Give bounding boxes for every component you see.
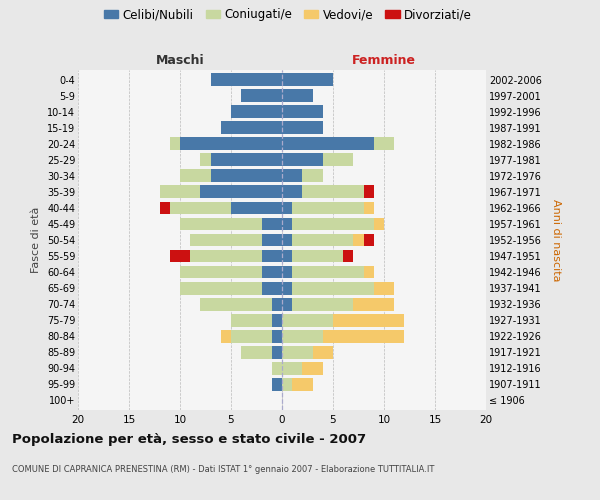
Bar	[364, 202, 374, 214]
Bar	[333, 314, 404, 326]
Bar	[282, 378, 292, 391]
Bar	[272, 346, 282, 358]
Bar	[282, 154, 323, 166]
Bar	[292, 266, 364, 278]
Bar	[211, 73, 282, 86]
Bar	[231, 314, 272, 326]
Bar	[170, 250, 190, 262]
Bar	[353, 298, 394, 310]
Bar	[323, 154, 353, 166]
Bar	[374, 282, 394, 294]
Bar	[200, 298, 272, 310]
Legend: Celibi/Nubili, Coniugati/e, Vedovi/e, Divorziati/e: Celibi/Nubili, Coniugati/e, Vedovi/e, Di…	[104, 8, 472, 22]
Bar	[282, 122, 323, 134]
Bar	[231, 106, 282, 118]
Bar	[282, 89, 313, 102]
Bar	[262, 266, 282, 278]
Bar	[282, 330, 323, 342]
Bar	[190, 234, 262, 246]
Bar	[262, 218, 282, 230]
Bar	[180, 170, 211, 182]
Bar	[323, 330, 404, 342]
Y-axis label: Fasce di età: Fasce di età	[31, 207, 41, 273]
Bar	[282, 234, 292, 246]
Text: Maschi: Maschi	[155, 54, 205, 67]
Bar	[241, 89, 282, 102]
Bar	[282, 170, 302, 182]
Bar	[282, 73, 333, 86]
Bar	[190, 250, 262, 262]
Text: Popolazione per età, sesso e stato civile - 2007: Popolazione per età, sesso e stato civil…	[12, 432, 366, 446]
Bar	[313, 346, 333, 358]
Bar	[272, 330, 282, 342]
Y-axis label: Anni di nascita: Anni di nascita	[551, 198, 561, 281]
Bar	[374, 138, 394, 150]
Text: Femmine: Femmine	[352, 54, 416, 67]
Bar	[343, 250, 353, 262]
Bar	[292, 234, 353, 246]
Bar	[364, 234, 374, 246]
Bar	[200, 186, 282, 198]
Bar	[302, 362, 323, 374]
Bar	[282, 362, 302, 374]
Bar	[292, 218, 374, 230]
Bar	[180, 138, 282, 150]
Bar	[282, 346, 313, 358]
Text: COMUNE DI CAPRANICA PRENESTINA (RM) - Dati ISTAT 1° gennaio 2007 - Elaborazione : COMUNE DI CAPRANICA PRENESTINA (RM) - Da…	[12, 465, 434, 474]
Bar	[292, 202, 364, 214]
Bar	[180, 266, 262, 278]
Bar	[282, 298, 292, 310]
Bar	[272, 298, 282, 310]
Bar	[211, 154, 282, 166]
Bar	[262, 282, 282, 294]
Bar	[221, 330, 231, 342]
Bar	[262, 250, 282, 262]
Bar	[282, 186, 302, 198]
Bar	[282, 138, 374, 150]
Bar	[292, 298, 353, 310]
Bar	[180, 218, 262, 230]
Bar	[272, 378, 282, 391]
Bar	[292, 378, 313, 391]
Bar	[160, 186, 200, 198]
Bar	[241, 346, 272, 358]
Bar	[282, 202, 292, 214]
Bar	[292, 250, 343, 262]
Bar	[170, 202, 231, 214]
Bar	[231, 330, 272, 342]
Bar	[364, 266, 374, 278]
Bar	[302, 186, 364, 198]
Bar	[211, 170, 282, 182]
Bar	[282, 250, 292, 262]
Bar	[282, 218, 292, 230]
Bar	[282, 314, 333, 326]
Bar	[282, 282, 292, 294]
Bar	[221, 122, 282, 134]
Bar	[374, 218, 384, 230]
Bar	[262, 234, 282, 246]
Bar	[302, 170, 323, 182]
Bar	[353, 234, 364, 246]
Bar	[180, 282, 262, 294]
Bar	[170, 138, 180, 150]
Bar	[282, 106, 323, 118]
Bar	[282, 266, 292, 278]
Bar	[272, 362, 282, 374]
Bar	[272, 314, 282, 326]
Bar	[200, 154, 211, 166]
Bar	[292, 282, 374, 294]
Bar	[364, 186, 374, 198]
Bar	[160, 202, 170, 214]
Bar	[231, 202, 282, 214]
